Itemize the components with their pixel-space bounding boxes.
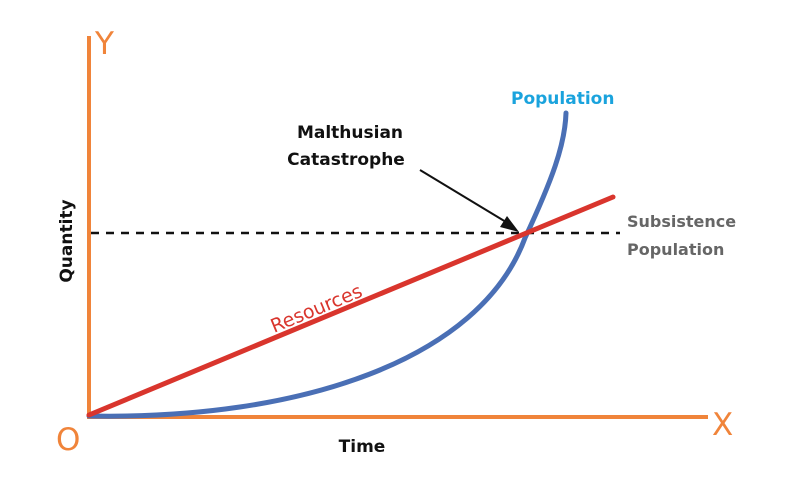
subsistence-label-line1: Subsistence xyxy=(627,212,736,231)
y-axis-letter: Y xyxy=(94,26,114,62)
x-axis-label: Time xyxy=(339,437,386,457)
x-axis-letter: X xyxy=(712,407,733,443)
catastrophe-label-line1: Malthusian xyxy=(297,123,403,143)
resources-line xyxy=(86,194,616,418)
subsistence-label-line2: Population xyxy=(627,240,724,259)
resources-label: Resources xyxy=(267,280,365,337)
catastrophe-label-line2: Catastrophe xyxy=(287,150,405,170)
origin-letter: O xyxy=(56,422,80,458)
arrowhead-icon xyxy=(500,216,519,232)
population-label: Population xyxy=(511,89,614,109)
population-curve xyxy=(86,110,569,419)
catastrophe-arrow xyxy=(419,169,507,223)
y-axis-label: Quantity xyxy=(57,199,77,282)
